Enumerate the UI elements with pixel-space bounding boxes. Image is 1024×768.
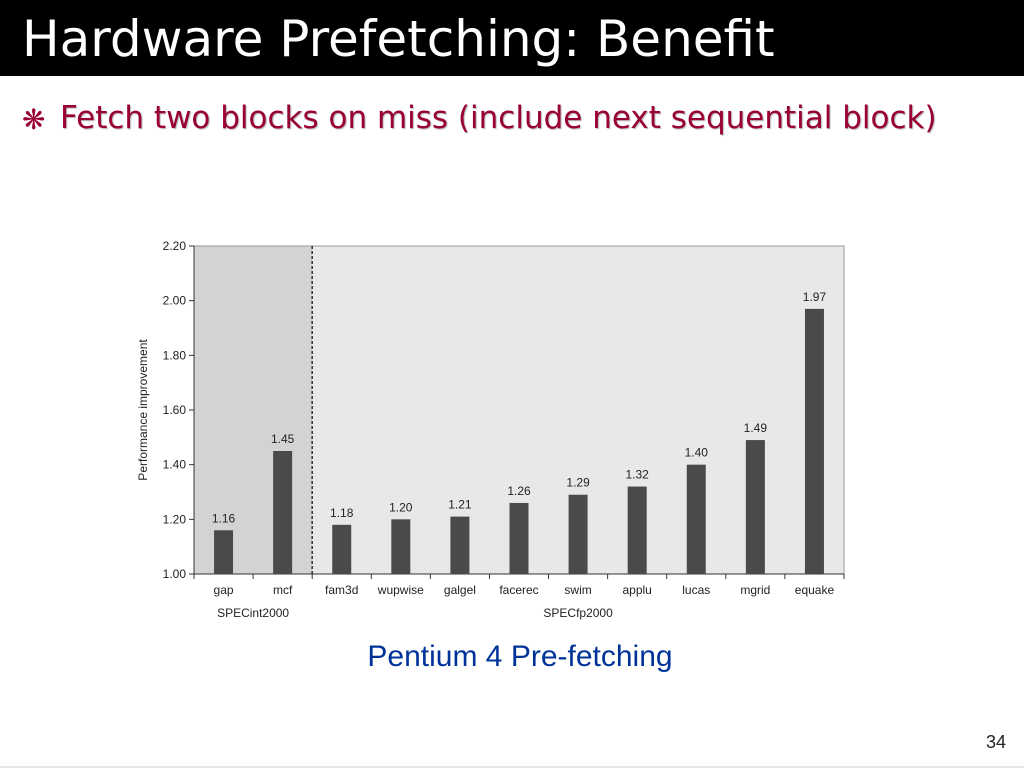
chart-caption: Pentium 4 Pre-fetching — [367, 640, 673, 673]
y-tick-label: 1.20 — [163, 512, 187, 526]
x-tick-label-applu: applu — [622, 583, 651, 597]
value-label-facerec: 1.26 — [507, 484, 531, 498]
group-region-0 — [194, 246, 313, 574]
performance-bar-chart: 1.00 1.20 1.40 1.60 1.80 2.00 2.20 Performance … — [136, 239, 845, 620]
bar-wupwise — [391, 519, 411, 574]
value-label-mgrid: 1.49 — [744, 421, 768, 435]
value-label-gap: 1.16 — [212, 511, 236, 525]
bar-galgel — [450, 516, 470, 574]
y-tick-label: 1.40 — [163, 458, 187, 472]
bar-swim — [568, 494, 588, 574]
x-tick-label-gap: gap — [214, 583, 234, 597]
value-label-galgel: 1.21 — [448, 498, 472, 512]
y-tick-label: 2.00 — [163, 294, 187, 308]
y-tick-label: 1.60 — [163, 403, 187, 417]
x-tick-label-lucas: lucas — [682, 583, 710, 597]
value-label-equake: 1.97 — [803, 290, 827, 304]
slide-title: Hardware Prefetching: Benefit — [22, 10, 775, 68]
x-tick-label-mcf: mcf — [273, 583, 293, 597]
bullet-point: ❋ Fetch two blocks on miss (include next… — [22, 97, 942, 140]
value-label-applu: 1.32 — [626, 468, 650, 482]
title-bar: Hardware Prefetching: Benefit — [0, 0, 1024, 76]
x-tick-label-swim: swim — [564, 583, 591, 597]
y-tick-label: 2.20 — [163, 239, 187, 253]
y-tick-label: 1.00 — [163, 567, 187, 581]
bar-gap — [214, 530, 234, 574]
x-tick-label-equake: equake — [795, 583, 835, 597]
group-label-1: SPECfp2000 — [543, 606, 613, 620]
bar-mcf — [273, 451, 293, 574]
value-label-lucas: 1.40 — [685, 446, 709, 460]
bar-applu — [627, 486, 647, 574]
value-label-wupwise: 1.20 — [389, 500, 413, 514]
x-tick-label-facerec: facerec — [499, 583, 538, 597]
bullet-text: Fetch two blocks on miss (include next s… — [60, 100, 937, 136]
footer-divider — [0, 766, 1024, 768]
bar-mgrid — [745, 440, 765, 574]
bar-fam3d — [332, 524, 352, 574]
value-label-mcf: 1.45 — [271, 432, 295, 446]
asterisk-bullet-icon: ❋ — [22, 103, 46, 136]
x-tick-label-fam3d: fam3d — [325, 583, 358, 597]
bar-equake — [804, 308, 824, 574]
page-number: 34 — [985, 732, 1006, 752]
value-label-fam3d: 1.18 — [330, 506, 354, 520]
bar-facerec — [509, 502, 529, 574]
group-label-0: SPECint2000 — [217, 606, 289, 620]
value-label-swim: 1.29 — [566, 476, 590, 490]
bar-lucas — [686, 464, 706, 574]
x-tick-label-galgel: galgel — [444, 583, 476, 597]
y-axis-label: Performance improvement — [136, 339, 150, 481]
x-tick-label-wupwise: wupwise — [377, 583, 424, 597]
y-tick-label: 1.80 — [163, 348, 187, 362]
x-tick-label-mgrid: mgrid — [740, 583, 770, 597]
